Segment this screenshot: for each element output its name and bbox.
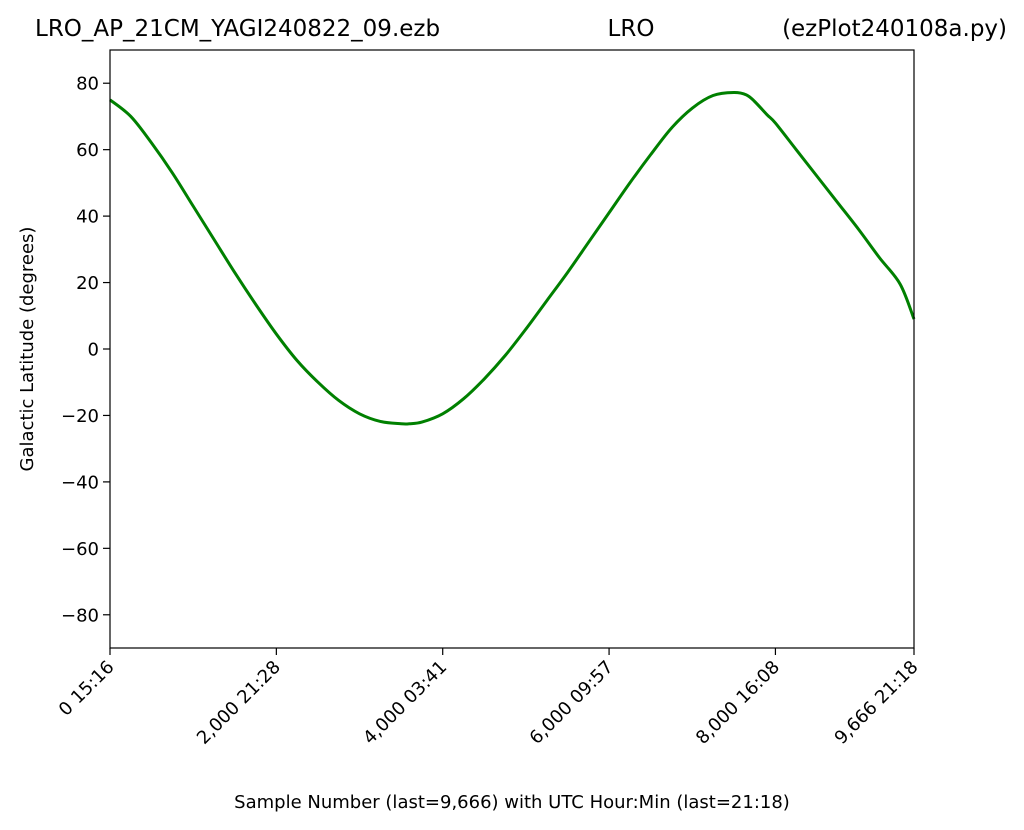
y-tick-label: 0	[88, 340, 99, 361]
x-axis-ticks: 0 15:16 2,000 21:28 4,000 03:41 6,000 09:57…	[55, 648, 923, 749]
plot-frame	[109, 49, 915, 649]
title-right: (ezPlot240108a.py)	[782, 16, 1007, 42]
title-center: LRO	[608, 16, 655, 42]
y-tick-label: −40	[61, 472, 99, 493]
y-tick-label: 20	[76, 273, 99, 294]
x-tick-label: 8,000 16:08	[692, 657, 784, 749]
x-tick-label: 6,000 09:57	[526, 657, 618, 749]
x-axis-label: Sample Number (last=9,666) with UTC Hour…	[234, 792, 790, 813]
x-tick-label: 2,000 21:28	[193, 657, 285, 749]
y-axis-label: Galactic Latitude (degrees)	[17, 227, 38, 472]
y-tick-label: −20	[61, 406, 99, 427]
title-left: LRO_AP_21CM_YAGI240822_09.ezb	[35, 16, 440, 42]
y-tick-label: 40	[76, 207, 99, 228]
series-line	[109, 91, 916, 426]
x-tick-label: 0 15:16	[55, 657, 119, 721]
y-tick-label: 60	[76, 140, 99, 161]
x-tick-label: 9,666 21:18	[831, 657, 923, 749]
y-axis-ticks: 80 60 40 20 0 −20 −40 −60 −80	[61, 74, 110, 626]
x-tick-label: 4,000 03:41	[359, 657, 451, 749]
y-tick-label: 80	[76, 74, 99, 95]
y-tick-label: −60	[61, 539, 99, 560]
y-tick-label: −80	[61, 605, 99, 626]
plot-area	[109, 91, 916, 426]
